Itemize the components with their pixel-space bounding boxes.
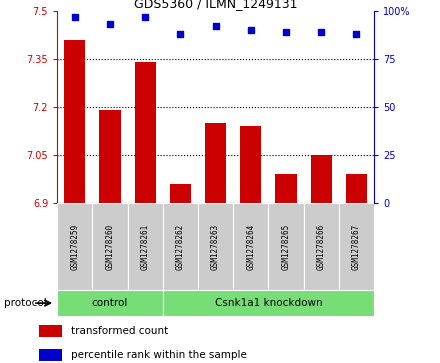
Bar <box>135 62 156 203</box>
Bar <box>240 126 261 203</box>
Text: GSM1278264: GSM1278264 <box>246 224 255 270</box>
Title: GDS5360 / ILMN_1249131: GDS5360 / ILMN_1249131 <box>134 0 297 10</box>
Bar <box>339 203 374 290</box>
Text: percentile rank within the sample: percentile rank within the sample <box>71 350 246 359</box>
Bar <box>40 325 62 337</box>
Point <box>142 14 149 20</box>
Bar <box>128 203 163 290</box>
Bar <box>57 203 92 290</box>
Bar <box>40 349 62 361</box>
Text: control: control <box>92 298 128 308</box>
Bar <box>311 155 332 203</box>
Text: GSM1278265: GSM1278265 <box>282 224 290 270</box>
Text: protocol: protocol <box>4 298 47 308</box>
Bar <box>346 175 367 203</box>
Point <box>177 31 184 37</box>
Point <box>353 31 360 37</box>
Bar <box>99 110 121 203</box>
Bar <box>275 175 297 203</box>
Point <box>71 14 78 20</box>
Point <box>318 29 325 35</box>
Bar <box>163 203 198 290</box>
Bar <box>205 123 226 203</box>
Text: GSM1278262: GSM1278262 <box>176 224 185 270</box>
Point <box>212 23 219 29</box>
Text: GSM1278261: GSM1278261 <box>141 224 150 270</box>
Text: GSM1278260: GSM1278260 <box>106 224 114 270</box>
Bar <box>92 203 128 290</box>
Bar <box>64 40 85 203</box>
Bar <box>170 184 191 203</box>
Bar <box>233 203 268 290</box>
Point <box>106 21 114 27</box>
Text: transformed count: transformed count <box>71 326 168 336</box>
Text: GSM1278259: GSM1278259 <box>70 224 79 270</box>
Bar <box>304 203 339 290</box>
Text: Csnk1a1 knockdown: Csnk1a1 knockdown <box>215 298 322 308</box>
Bar <box>163 290 374 316</box>
Text: GSM1278263: GSM1278263 <box>211 224 220 270</box>
Bar <box>57 290 163 316</box>
Bar <box>198 203 233 290</box>
Bar <box>268 203 304 290</box>
Point <box>247 27 254 33</box>
Text: GSM1278266: GSM1278266 <box>317 224 326 270</box>
Point <box>282 29 290 35</box>
Text: GSM1278267: GSM1278267 <box>352 224 361 270</box>
